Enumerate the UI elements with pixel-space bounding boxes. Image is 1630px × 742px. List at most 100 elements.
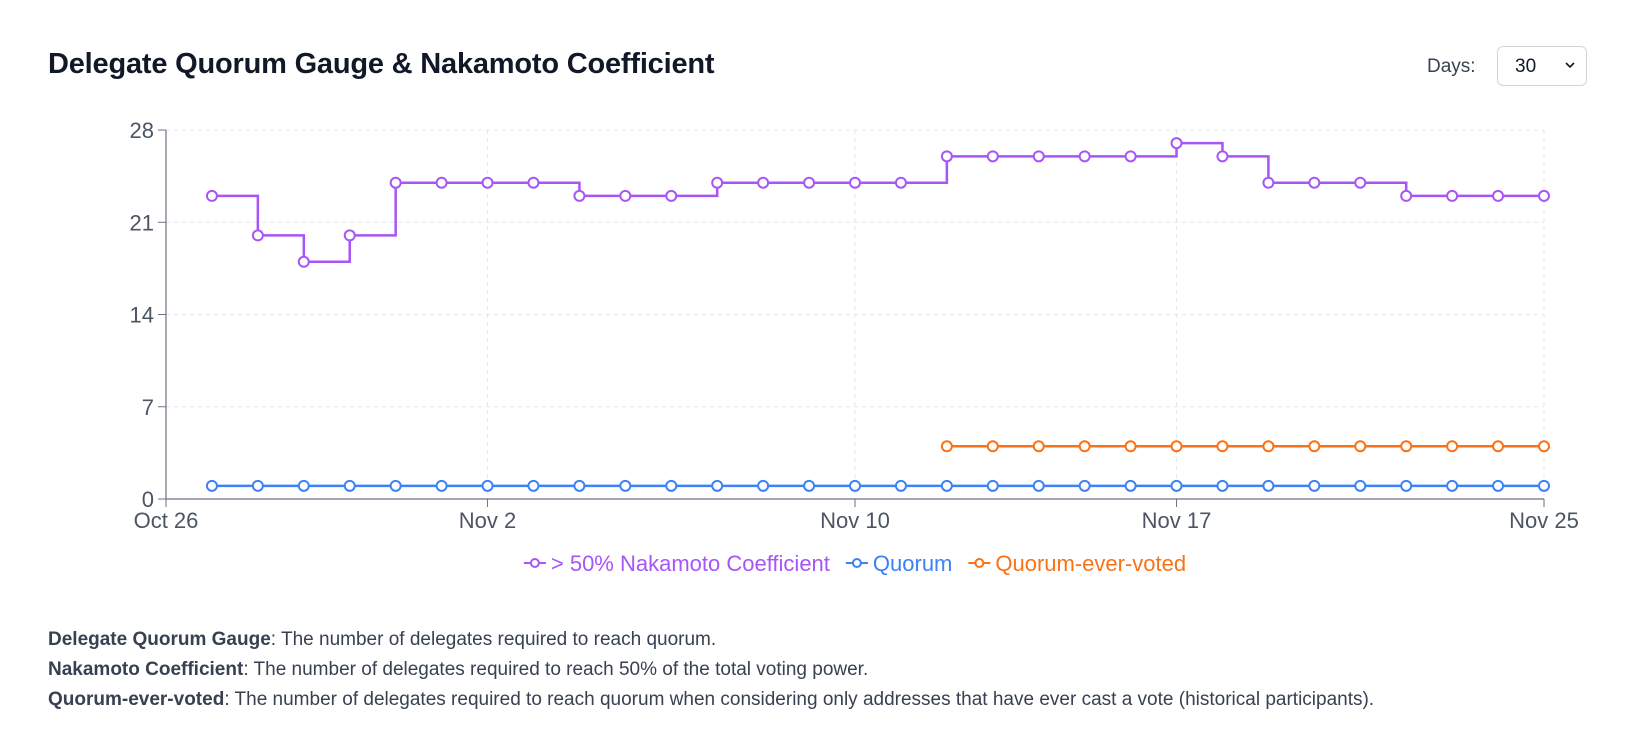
data-point — [389, 176, 402, 189]
data-point — [1538, 440, 1550, 453]
data-point — [527, 176, 540, 189]
days-select-value: 30 — [1515, 56, 1537, 77]
y-tick-label: 7 — [142, 395, 154, 420]
data-point — [481, 176, 494, 189]
data-point — [1400, 440, 1413, 453]
description-term: Delegate Quorum Gauge — [48, 629, 271, 650]
data-point — [1400, 479, 1413, 492]
description-text: : The number of delegates required to re… — [243, 659, 869, 680]
data-point — [986, 440, 999, 453]
data-point — [711, 479, 724, 492]
data-point — [1308, 479, 1321, 492]
description-term: Nakamoto Coefficient — [48, 659, 244, 680]
data-point — [849, 176, 861, 189]
data-point — [1078, 440, 1091, 453]
description-line: Nakamoto Coefficient: The number of dele… — [48, 655, 1374, 685]
data-point — [757, 479, 770, 492]
legend-icon-marker — [974, 558, 985, 568]
data-point — [619, 189, 632, 202]
data-point — [1354, 176, 1367, 189]
data-point — [1308, 440, 1321, 453]
data-point — [435, 176, 448, 189]
data-point — [940, 440, 953, 453]
data-point — [389, 479, 402, 492]
data-point — [849, 479, 861, 492]
data-point — [573, 189, 586, 202]
data-point — [205, 189, 218, 202]
data-point — [1354, 440, 1367, 453]
x-tick-label: Nov 25 — [1509, 508, 1579, 533]
data-point — [1400, 189, 1413, 202]
data-point — [1538, 479, 1550, 492]
data-point — [803, 176, 816, 189]
line-chart: 0 7 14 21 28 Oct 26 Nov 2 Nov 10 Nov 17 Nov 25 > 5… — [130, 118, 1579, 576]
x-tick-label: Oct 26 — [134, 508, 199, 533]
data-point — [1170, 440, 1183, 453]
data-point — [1538, 189, 1550, 202]
data-point — [1216, 440, 1229, 453]
data-point — [297, 255, 310, 268]
data-point — [1170, 479, 1183, 492]
data-point — [1124, 479, 1137, 492]
data-point — [619, 479, 632, 492]
legend-icon-marker — [529, 558, 540, 568]
x-tick-label: Nov 2 — [459, 508, 516, 533]
data-point — [251, 229, 264, 242]
data-point — [1308, 176, 1321, 189]
data-point — [251, 479, 264, 492]
y-tick-label: 28 — [130, 118, 154, 143]
data-point — [1216, 150, 1229, 163]
data-point — [1032, 440, 1045, 453]
data-point — [1354, 479, 1367, 492]
y-tick-label: 0 — [142, 487, 154, 512]
data-point — [665, 189, 678, 202]
data-point — [711, 176, 724, 189]
data-point — [894, 176, 907, 189]
data-point — [297, 479, 310, 492]
data-point — [1492, 479, 1505, 492]
data-point — [940, 479, 953, 492]
data-point — [1216, 479, 1229, 492]
data-point — [986, 479, 999, 492]
data-point — [803, 479, 816, 492]
data-point — [1032, 150, 1045, 163]
descriptions: Delegate Quorum Gauge: The number of del… — [48, 625, 1374, 715]
description-line: Quorum-ever-voted: The number of delegat… — [48, 685, 1374, 715]
data-point — [1032, 479, 1045, 492]
data-point — [205, 479, 218, 492]
data-point — [435, 479, 448, 492]
data-point — [343, 229, 356, 242]
legend-label: > 50% Nakamoto Coefficient — [551, 551, 830, 576]
legend-label: Quorum-ever-voted — [995, 551, 1186, 576]
data-point — [1078, 150, 1091, 163]
legend-icon-marker — [851, 558, 862, 568]
data-point — [573, 479, 586, 492]
data-point — [1446, 189, 1459, 202]
data-point — [1078, 479, 1091, 492]
description-text: : The number of delegates required to re… — [270, 629, 717, 650]
data-point — [343, 479, 356, 492]
chevron-down-icon — [1565, 62, 1575, 69]
data-point — [757, 176, 770, 189]
data-point — [894, 479, 907, 492]
description-term: Quorum-ever-voted — [48, 689, 225, 710]
legend-label: Quorum — [873, 551, 952, 576]
description-text: : The number of delegates required to re… — [224, 689, 1375, 710]
data-point — [986, 150, 999, 163]
y-tick-label: 14 — [130, 303, 154, 328]
data-point — [1262, 440, 1275, 453]
days-label: Days: — [1427, 56, 1476, 77]
data-point — [1262, 479, 1275, 492]
data-point — [1124, 440, 1137, 453]
y-tick-label: 21 — [130, 210, 154, 235]
data-point — [1170, 137, 1183, 150]
data-point — [1446, 479, 1459, 492]
days-select[interactable]: 30 — [1497, 46, 1587, 86]
chart-title: Delegate Quorum Gauge & Nakamoto Coeffic… — [48, 48, 715, 80]
x-tick-label: Nov 10 — [820, 508, 890, 533]
data-point — [1124, 150, 1137, 163]
data-point — [1492, 440, 1505, 453]
data-point — [1446, 440, 1459, 453]
description-line: Delegate Quorum Gauge: The number of del… — [48, 625, 1374, 655]
data-point — [1262, 176, 1275, 189]
